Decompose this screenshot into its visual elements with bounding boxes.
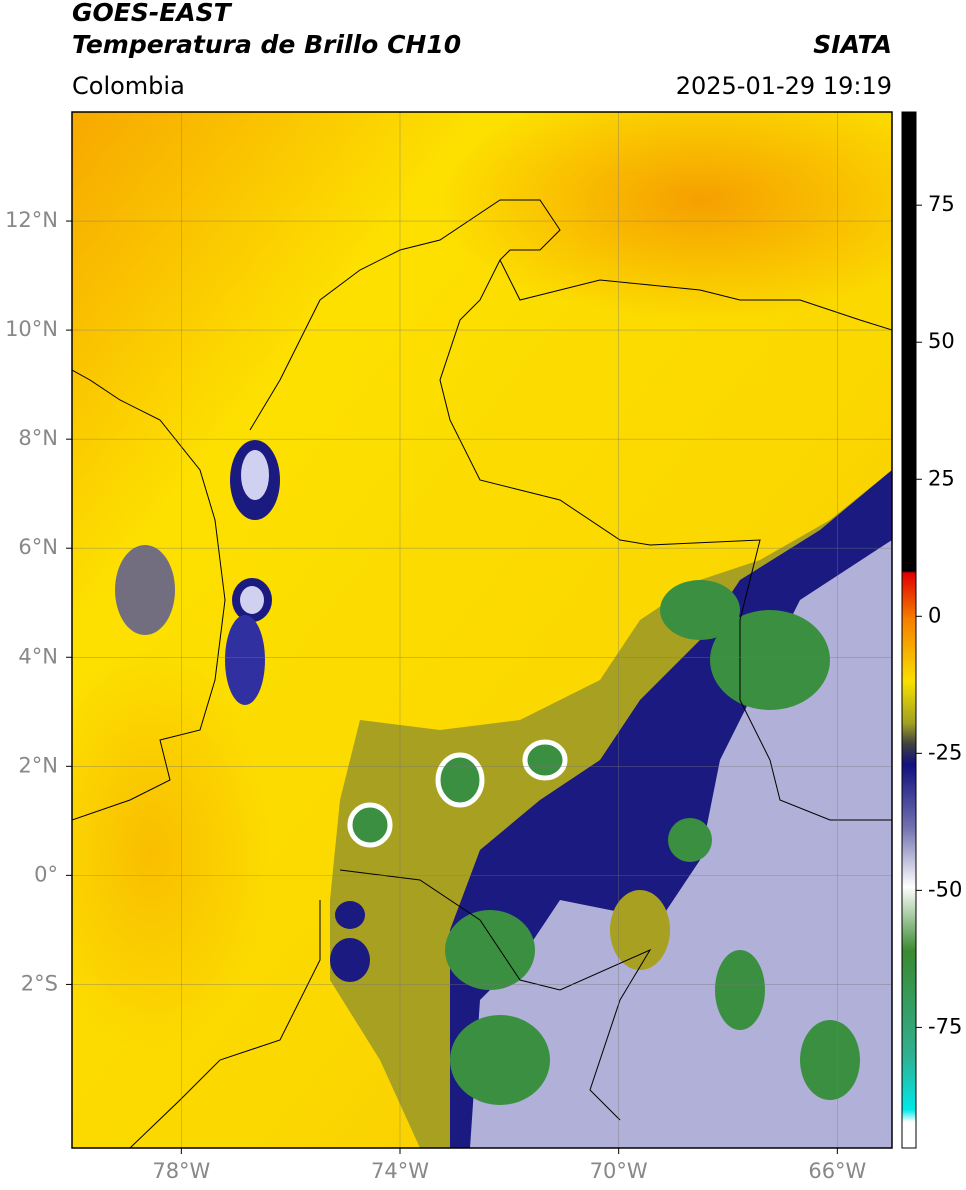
colorbar-tick-label: 0: [928, 603, 941, 627]
y-tick-label: 2°N: [18, 753, 58, 777]
map-frame: [71, 111, 893, 1149]
title: GOES-EAST: [72, 0, 233, 27]
datetime: 2025-01-29 19:19: [676, 72, 892, 100]
colorbar-tick-label: 25: [928, 466, 955, 490]
y-tick-label: 10°N: [5, 317, 58, 341]
colorbar-tick-label: 75: [928, 192, 955, 216]
colorbar-tick-label: -75: [928, 1014, 962, 1038]
colorbar-tick-label: -50: [928, 877, 962, 901]
y-tick-label: 6°N: [18, 535, 58, 559]
subtitle: Temperatura de Brillo CH10: [72, 30, 461, 59]
y-tick-label: 8°N: [18, 426, 58, 450]
y-tick-label: 2°S: [21, 971, 58, 995]
satellite-image: [72, 112, 892, 1148]
x-tick-label: 66°W: [808, 1159, 866, 1183]
y-tick-label: 0°: [34, 862, 58, 886]
source: SIATA: [813, 30, 892, 59]
x-tick-label: 74°W: [371, 1159, 429, 1183]
colorbar-tick-label: -25: [928, 740, 962, 764]
region: Colombia: [72, 72, 185, 100]
colorbar: [901, 111, 917, 1149]
colorbar-tick-label: 50: [928, 329, 955, 353]
graticule: [72, 112, 892, 1148]
x-tick-label: 78°W: [152, 1159, 210, 1183]
x-tick-label: 70°W: [590, 1159, 648, 1183]
y-tick-label: 12°N: [5, 208, 58, 232]
y-tick-label: 4°N: [18, 644, 58, 668]
